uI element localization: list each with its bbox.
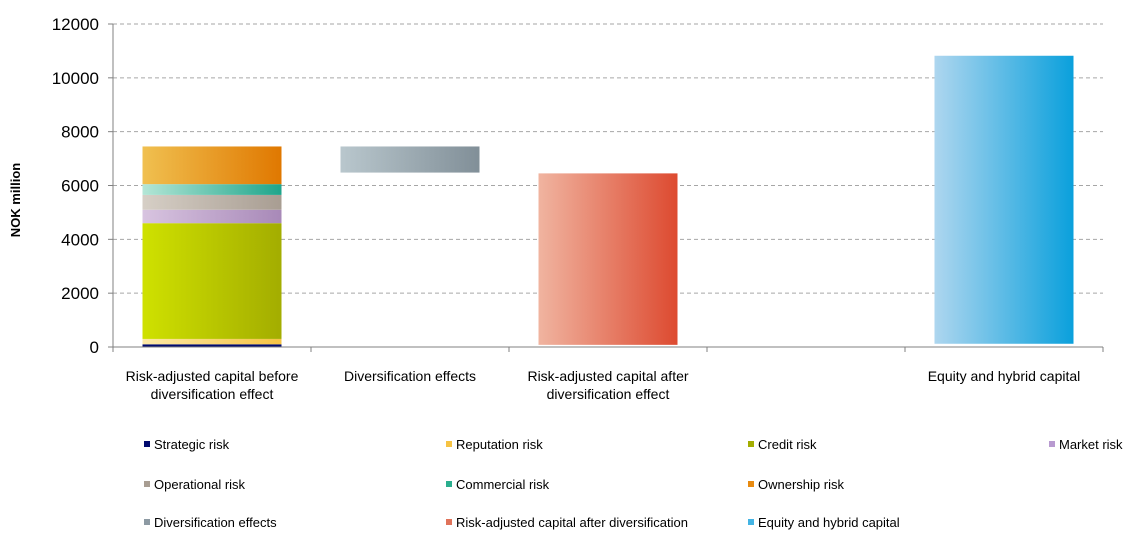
legend-marker bbox=[446, 441, 452, 447]
bar-strategic-risk bbox=[142, 344, 282, 347]
legend-item-risk-adjusted-capital-after-diversification: Risk-adjusted capital after diversificat… bbox=[446, 515, 688, 530]
y-tick-label: 6000 bbox=[61, 177, 99, 196]
legend-item-equity-and-hybrid-capital: Equity and hybrid capital bbox=[748, 515, 900, 530]
legend-marker bbox=[748, 519, 754, 525]
category-labels: Risk-adjusted capital before diversificat… bbox=[126, 368, 1081, 402]
legend-marker bbox=[1049, 441, 1055, 447]
y-tick-label: 0 bbox=[90, 338, 99, 357]
bar-market-risk bbox=[142, 209, 282, 224]
bar-commercial-risk bbox=[142, 184, 282, 195]
legend-label: Operational risk bbox=[154, 477, 246, 492]
y-tick-label: 4000 bbox=[61, 230, 99, 249]
bar-diversification-effects bbox=[340, 146, 480, 173]
legend-marker bbox=[446, 481, 452, 487]
legend-marker bbox=[144, 519, 150, 525]
legend: Strategic risk Reputation risk Credit risk… bbox=[144, 437, 1123, 530]
category-label: Diversification effects bbox=[344, 368, 476, 384]
legend-item-reputation-risk: Reputation risk bbox=[446, 437, 543, 452]
category-label: Risk-adjusted capital after bbox=[527, 368, 688, 384]
bar-risk-adjusted-capital-after-diversification bbox=[538, 173, 678, 345]
legend-label: Risk-adjusted capital after diversificat… bbox=[456, 515, 688, 530]
bars-group bbox=[142, 55, 1074, 347]
legend-marker bbox=[144, 481, 150, 487]
legend-item-strategic-risk: Strategic risk bbox=[144, 437, 230, 452]
category-label: Equity and hybrid capital bbox=[928, 368, 1081, 384]
y-tick-label: 2000 bbox=[61, 284, 99, 303]
category-label: diversification effect bbox=[547, 386, 670, 402]
axes-group bbox=[108, 23, 1104, 352]
legend-marker bbox=[144, 441, 150, 447]
y-tick-label: 8000 bbox=[61, 123, 99, 142]
legend-label: Commercial risk bbox=[456, 477, 550, 492]
legend-item-commercial-risk: Commercial risk bbox=[446, 477, 550, 492]
legend-item-diversification-effects: Diversification effects bbox=[144, 515, 277, 530]
legend-item-ownership-risk: Ownership risk bbox=[748, 477, 844, 492]
legend-marker bbox=[748, 441, 754, 447]
legend-marker bbox=[446, 519, 452, 525]
bar-equity-and-hybrid-capital bbox=[934, 55, 1074, 344]
legend-item-operational-risk: Operational risk bbox=[144, 477, 246, 492]
legend-label: Equity and hybrid capital bbox=[758, 515, 900, 530]
bar-credit-risk bbox=[142, 223, 282, 339]
bar-reputation-risk bbox=[142, 338, 282, 345]
bar-ownership-risk bbox=[142, 146, 282, 185]
legend-label: Diversification effects bbox=[154, 515, 277, 530]
legend-label: Reputation risk bbox=[456, 437, 543, 452]
bar-operational-risk bbox=[142, 194, 282, 210]
legend-label: Strategic risk bbox=[154, 437, 230, 452]
legend-item-market-risk: Market risk bbox=[1049, 437, 1123, 452]
y-axis-label: NOK million bbox=[8, 163, 23, 237]
y-tick-labels: 0 2000 4000 6000 8000 10000 12000 bbox=[52, 15, 99, 357]
y-tick-label: 12000 bbox=[52, 15, 99, 34]
category-label: Risk-adjusted capital before bbox=[126, 368, 299, 384]
category-label: diversification effect bbox=[151, 386, 274, 402]
y-tick-label: 10000 bbox=[52, 69, 99, 88]
legend-label: Ownership risk bbox=[758, 477, 844, 492]
legend-marker bbox=[748, 481, 754, 487]
legend-label: Credit risk bbox=[758, 437, 817, 452]
legend-label: Market risk bbox=[1059, 437, 1123, 452]
legend-item-credit-risk: Credit risk bbox=[748, 437, 817, 452]
